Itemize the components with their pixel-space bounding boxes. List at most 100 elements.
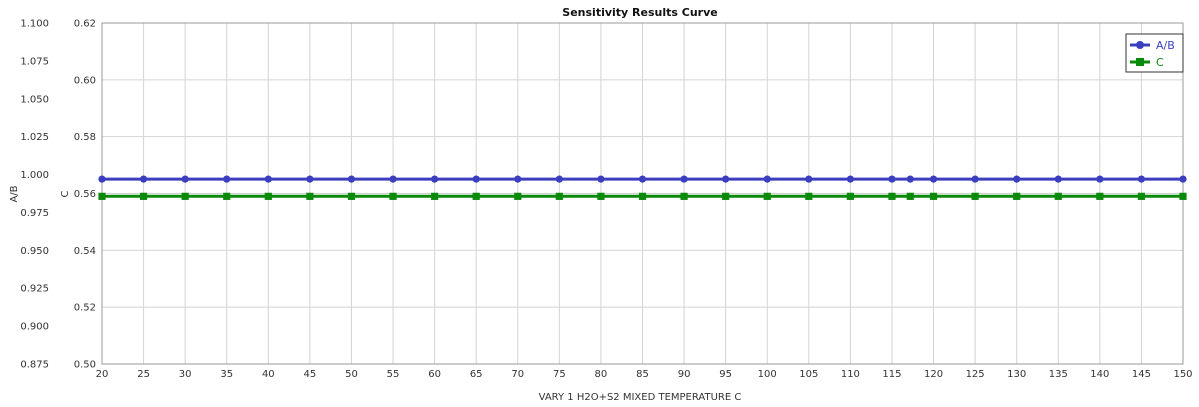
- x-tick-label: 140: [1090, 369, 1109, 380]
- y-right-tick-label: 0.62: [74, 19, 96, 30]
- legend-marker-c: [1136, 58, 1144, 66]
- x-tick-label: 50: [345, 369, 358, 380]
- y-right-tick-label: 0.52: [74, 303, 96, 314]
- legend-box: [1125, 33, 1184, 73]
- data-point-ab: [139, 175, 148, 183]
- data-point-c: [306, 192, 314, 200]
- x-tick-label: 55: [387, 369, 400, 380]
- legend-marker-ab: [1136, 41, 1144, 49]
- data-point-ab: [971, 175, 979, 183]
- data-point-ab: [680, 175, 688, 183]
- x-axis-label: VARY 1 H2O+S2 MIXED TEMPERATURE C: [539, 392, 742, 403]
- y-left-tick-label: 1.075: [20, 56, 49, 67]
- x-tick-label: 45: [304, 369, 317, 380]
- data-point-c: [181, 192, 189, 200]
- data-point-ab: [1013, 175, 1021, 183]
- y-left-tick-label: 0.875: [20, 360, 49, 371]
- data-point-ab: [888, 175, 896, 183]
- data-point-c: [680, 192, 688, 200]
- x-tick-label: 125: [966, 369, 985, 380]
- y-left-tick-label: 1.000: [20, 170, 49, 181]
- x-tick-label: 130: [1007, 369, 1026, 380]
- data-point-ab: [472, 175, 480, 183]
- x-tick-label: 120: [924, 369, 943, 380]
- data-point-ab: [597, 175, 605, 183]
- x-tick-label: 60: [428, 369, 441, 380]
- y-right-tick-label: 0.50: [74, 360, 96, 371]
- data-point-ab: [306, 175, 314, 183]
- data-point-ab: [389, 175, 397, 183]
- data-point-c: [431, 192, 439, 200]
- data-point-ab: [223, 175, 231, 183]
- data-point-ab: [431, 175, 439, 183]
- y-left-tick-label: 0.900: [20, 322, 49, 333]
- x-tick-label: 70: [511, 369, 524, 380]
- x-tick-label: 90: [678, 369, 691, 380]
- data-point-c: [139, 192, 148, 200]
- y-right-tick-label: 0.60: [74, 75, 96, 86]
- data-point-ab: [98, 175, 106, 183]
- y-right-tick-label: 0.58: [74, 132, 96, 143]
- data-point-c: [223, 192, 231, 200]
- x-tick-label: 85: [636, 369, 649, 380]
- chart-title: Sensitivity Results Curve: [562, 6, 717, 19]
- y-left-tick-label: 1.025: [20, 132, 49, 143]
- data-point-c: [472, 192, 480, 200]
- data-point-c: [722, 192, 730, 200]
- data-point-c: [638, 192, 647, 200]
- data-point-c: [906, 192, 914, 200]
- data-point-ab: [264, 175, 272, 183]
- data-point-ab: [929, 175, 938, 183]
- data-point-ab: [846, 175, 854, 183]
- data-point-c: [846, 192, 854, 200]
- legend-label-c: C: [1156, 56, 1164, 69]
- y-left-tick-label: 0.975: [20, 208, 49, 219]
- data-point-c: [1179, 192, 1187, 200]
- data-point-ab: [722, 175, 730, 183]
- data-point-ab: [514, 175, 522, 183]
- y-right-tick-label: 0.54: [74, 246, 96, 257]
- data-point-c: [597, 192, 605, 200]
- x-tick-label: 115: [882, 369, 901, 380]
- data-point-c: [1013, 192, 1021, 200]
- data-point-ab: [347, 175, 356, 183]
- x-tick-label: 65: [470, 369, 483, 380]
- data-point-ab: [1054, 175, 1062, 183]
- y-left-tick-label: 0.950: [20, 246, 49, 257]
- data-point-ab: [906, 175, 914, 183]
- x-tick-label: 95: [719, 369, 732, 380]
- data-point-c: [929, 192, 938, 200]
- data-point-c: [805, 192, 813, 200]
- legend-label-ab: A/B: [1156, 39, 1175, 52]
- y-right-tick-label: 0.56: [74, 189, 96, 200]
- tick-labels: 20 25 30 35 40 45 50 55 60 65 70 75 80 85 90 95 100 105 11…: [20, 19, 1192, 381]
- x-tick-label: 150: [1173, 369, 1192, 380]
- data-point-ab: [763, 175, 771, 183]
- data-point-ab: [805, 175, 813, 183]
- data-point-c: [389, 192, 397, 200]
- x-tick-label: 105: [799, 369, 818, 380]
- y-axis-label-right: C: [60, 190, 71, 197]
- data-point-c: [1096, 192, 1104, 200]
- x-tick-label: 80: [595, 369, 608, 380]
- data-point-c: [1137, 192, 1146, 200]
- data-point-ab: [555, 175, 563, 183]
- x-tick-label: 110: [841, 369, 860, 380]
- data-point-ab: [181, 175, 189, 183]
- x-tick-label: 25: [137, 369, 150, 380]
- y-left-tick-label: 0.925: [20, 284, 49, 295]
- y-left-tick-label: 1.100: [20, 19, 49, 30]
- data-point-c: [763, 192, 771, 200]
- x-tick-label: 75: [553, 369, 566, 380]
- x-tick-label: 135: [1049, 369, 1068, 380]
- x-tick-label: 145: [1132, 369, 1151, 380]
- data-point-c: [971, 192, 979, 200]
- data-point-ab: [1179, 175, 1187, 183]
- data-point-ab: [1096, 175, 1104, 183]
- data-point-c: [347, 192, 356, 200]
- x-tick-label: 30: [179, 369, 192, 380]
- x-tick-label: 100: [758, 369, 777, 380]
- series: [98, 175, 1187, 200]
